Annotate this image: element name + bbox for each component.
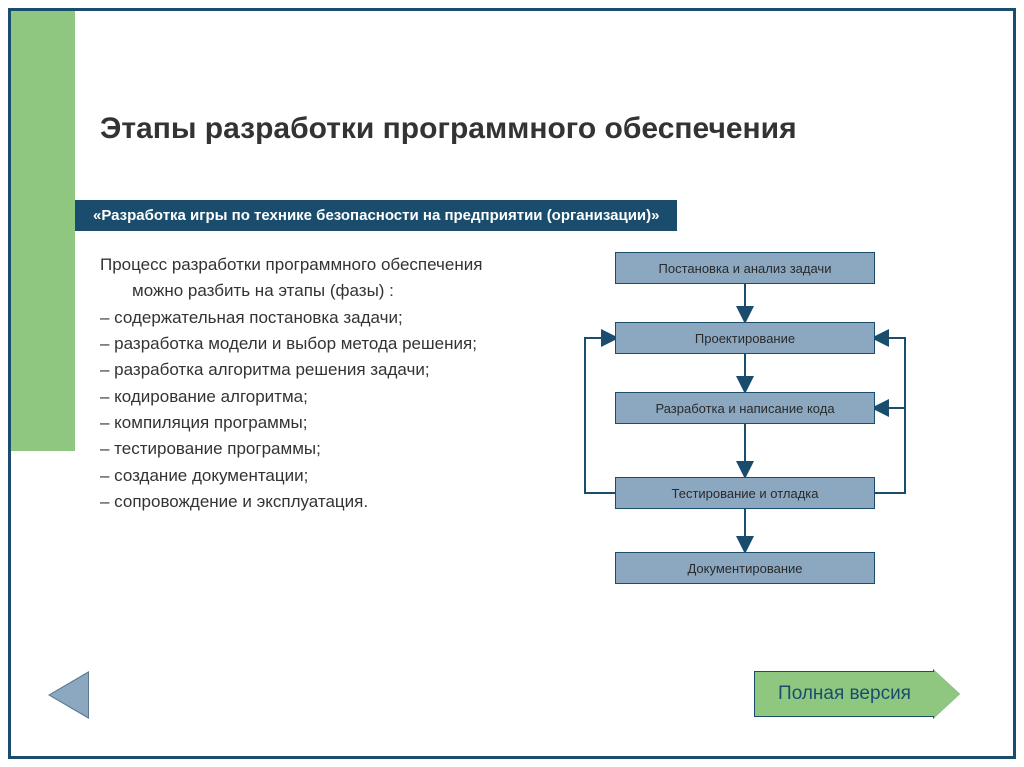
bullet-item: – кодирование алгоритма; [100, 384, 510, 410]
bullet-item: – создание документации; [100, 463, 510, 489]
flow-node: Тестирование и отладка [615, 477, 875, 509]
flow-node: Постановка и анализ задачи [615, 252, 875, 284]
bullet-item: – сопровождение и эксплуатация. [100, 489, 510, 515]
bullet-item: – содержательная постановка задачи; [100, 305, 510, 331]
flow-node: Разработка и написание кода [615, 392, 875, 424]
full-version-label: Полная версия [754, 671, 934, 717]
chevron-right-icon [934, 670, 960, 718]
subtitle-banner: «Разработка игры по технике безопасности… [75, 200, 677, 231]
left-accent-block [11, 11, 75, 451]
body-text: Процесс разработки программного обеспече… [100, 252, 510, 515]
bullet-item: – разработка алгоритма решения задачи; [100, 357, 510, 383]
nav-back-icon [50, 673, 88, 717]
full-version-button[interactable]: Полная версия [754, 671, 964, 717]
flow-node: Документирование [615, 552, 875, 584]
flowchart: Постановка и анализ задачи Проектирование… [555, 252, 985, 652]
slide-title: Этапы разработки программного обеспечени… [100, 110, 800, 148]
bullet-item: – разработка модели и выбор метода решен… [100, 331, 510, 357]
flow-node: Проектирование [615, 322, 875, 354]
flowchart-arrows [555, 252, 985, 652]
bullet-item: – тестирование программы; [100, 436, 510, 462]
intro-text: Процесс разработки программного обеспече… [100, 252, 510, 305]
bullet-item: – компиляция программы; [100, 410, 510, 436]
